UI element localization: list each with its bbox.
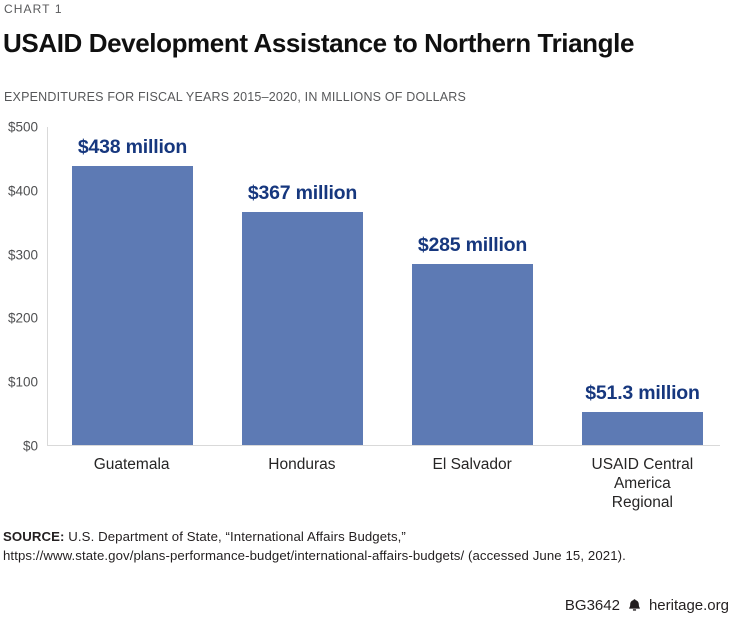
x-category-label: Guatemala — [93, 456, 170, 473]
bar-group: $438 million — [72, 127, 193, 445]
source-line-2: https://www.state.gov/plans-performance-… — [3, 547, 626, 563]
x-category-label: El Salvador — [432, 456, 512, 473]
liberty-bell-icon — [627, 598, 642, 613]
doc-id: BG3642 — [564, 597, 620, 614]
chart-title: USAID Development Assistance to Northern… — [3, 28, 635, 58]
bar-value-label: $51.3 million — [585, 382, 700, 405]
bar — [72, 166, 193, 445]
bar — [412, 263, 533, 445]
bar-chart: $500 $400 $300 $200 $100 $0 $438 million $367 … — [0, 120, 734, 511]
y-axis: $500 $400 $300 $200 $100 $0 — [0, 120, 38, 454]
source-text: U.S. Department of State, “International… — [64, 529, 406, 544]
bar-group: $51.3 million — [582, 127, 703, 445]
chart-kicker: CHART 1 — [4, 2, 63, 16]
y-tick-label: $0 — [22, 438, 38, 454]
y-tick-label: $500 — [7, 119, 38, 135]
bar-value-label: $438 million — [77, 136, 188, 159]
bar-value-label: $285 million — [417, 233, 528, 256]
y-tick-label: $300 — [7, 247, 38, 263]
x-category-label: Honduras — [268, 456, 336, 473]
x-axis-labels: Guatemala Honduras El Salvador USAID Centra… — [47, 455, 720, 512]
chart-subtitle: EXPENDITURES FOR FISCAL YEARS 2015–2020,… — [4, 90, 467, 104]
x-category-label: USAID Central America Regional — [591, 456, 694, 511]
site-name: heritage.org — [648, 597, 729, 614]
source-label: SOURCE: — [3, 529, 65, 544]
bars-container: $438 million $367 million $285 million $51.… — [48, 127, 720, 445]
source-note: SOURCE: U.S. Department of State, “Inter… — [3, 528, 626, 565]
bar-group: $367 million — [242, 127, 363, 445]
y-tick-label: $200 — [7, 310, 38, 326]
bar-group: $285 million — [412, 127, 533, 445]
y-tick-label: $400 — [7, 183, 38, 199]
bar — [242, 211, 363, 445]
footer-credit: BG3642 heritage.org — [565, 597, 729, 614]
y-tick-label: $100 — [7, 374, 38, 390]
bar — [582, 412, 703, 445]
source-line-1: SOURCE: U.S. Department of State, “Inter… — [3, 528, 626, 547]
plot-area: $438 million $367 million $285 million $51.… — [47, 127, 720, 446]
bar-value-label: $367 million — [247, 181, 358, 204]
